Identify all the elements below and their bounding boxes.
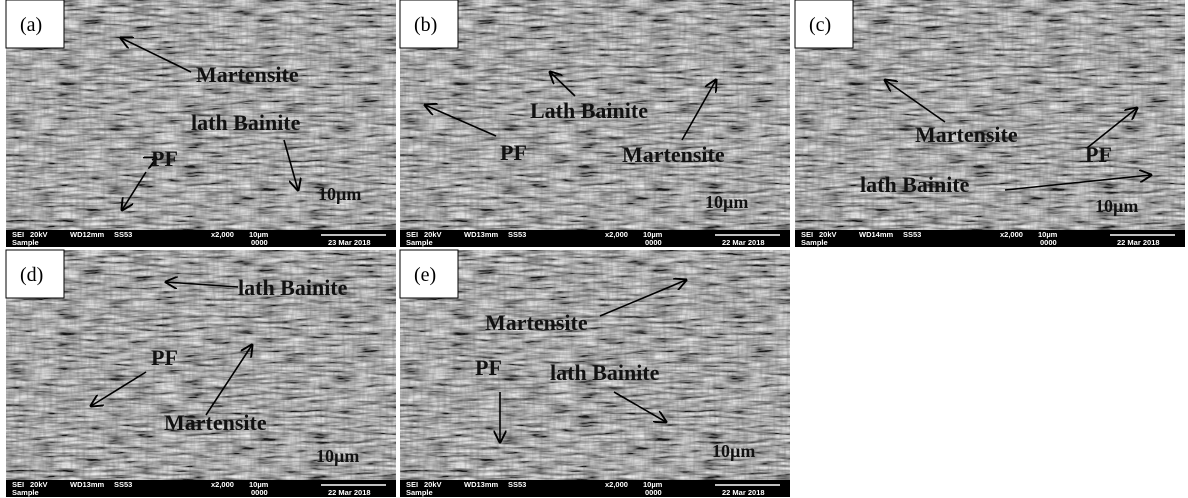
scale-label: 10µm — [318, 184, 361, 204]
footer-field: SS53 — [508, 480, 526, 489]
annotation-label: PF — [475, 355, 502, 380]
footer-field: SS53 — [114, 230, 132, 239]
footer-field: Sample — [406, 238, 433, 247]
footer-field: x2,000 — [211, 230, 234, 239]
scale-label: 10µm — [712, 441, 755, 461]
scale-label: 10µm — [1095, 196, 1138, 216]
annotation-label: Martensite — [164, 410, 267, 435]
annotation-label: Martensite — [196, 62, 299, 87]
footer-field: 22 Mar 2018 — [722, 488, 765, 497]
footer-field: Sample — [12, 238, 39, 247]
footer-field: x2,000 — [605, 230, 628, 239]
footer-field: SS53 — [903, 230, 921, 239]
annotation-label: Martensite — [485, 310, 588, 335]
footer-field: Sample — [406, 488, 433, 497]
scale-label: 10µm — [316, 446, 359, 466]
annotation-label: Martensite — [915, 122, 1018, 147]
footer-field: 23 Mar 2018 — [328, 238, 371, 247]
footer-field: x2,000 — [211, 480, 234, 489]
footer-field: WD13mm — [464, 480, 499, 489]
annotation-label: Martensite — [622, 142, 725, 167]
footer-field: SS53 — [508, 230, 526, 239]
annotation-label: lath Bainite — [238, 275, 348, 300]
panel-label: (b) — [414, 14, 437, 36]
figure: Martensitelath BainitePF10µm(a)SEI20kVWD… — [0, 0, 1188, 498]
annotation-label: PF — [500, 140, 527, 165]
footer-field: WD14mm — [859, 230, 894, 239]
footer-field: x2,000 — [1000, 230, 1023, 239]
footer-field: 0000 — [645, 488, 662, 497]
annotation-label: Lath Bainite — [530, 98, 648, 123]
footer-field: 0000 — [645, 238, 662, 247]
footer-field: 0000 — [1040, 238, 1057, 247]
annotation-label: lath Bainite — [550, 360, 660, 385]
footer-field: WD12mm — [70, 230, 105, 239]
footer-field: SS53 — [114, 480, 132, 489]
annotation-label: PF — [151, 146, 178, 171]
footer-field: 22 Mar 2018 — [328, 488, 371, 497]
panel-label: (d) — [20, 264, 43, 286]
footer-field: Sample — [12, 488, 39, 497]
footer-field: 22 Mar 2018 — [722, 238, 765, 247]
annotation-label: PF — [1085, 142, 1112, 167]
footer-field: 22 Mar 2018 — [1117, 238, 1160, 247]
footer-field: x2,000 — [605, 480, 628, 489]
footer-field: WD13mm — [464, 230, 499, 239]
footer-field: 0000 — [251, 238, 268, 247]
panel-label: (a) — [20, 14, 42, 36]
footer-field: WD13mm — [70, 480, 105, 489]
footer-field: Sample — [801, 238, 828, 247]
footer-field: 0000 — [251, 488, 268, 497]
page: Martensitelath BainitePF10µm(a)SEI20kVWD… — [0, 0, 1188, 498]
annotation-label: lath Bainite — [191, 110, 301, 135]
annotation-label: PF — [151, 345, 178, 370]
scale-label: 10µm — [705, 192, 748, 212]
annotation-label: lath Bainite — [860, 172, 970, 197]
panel-label: (e) — [414, 264, 436, 286]
panel-label: (c) — [809, 14, 831, 36]
